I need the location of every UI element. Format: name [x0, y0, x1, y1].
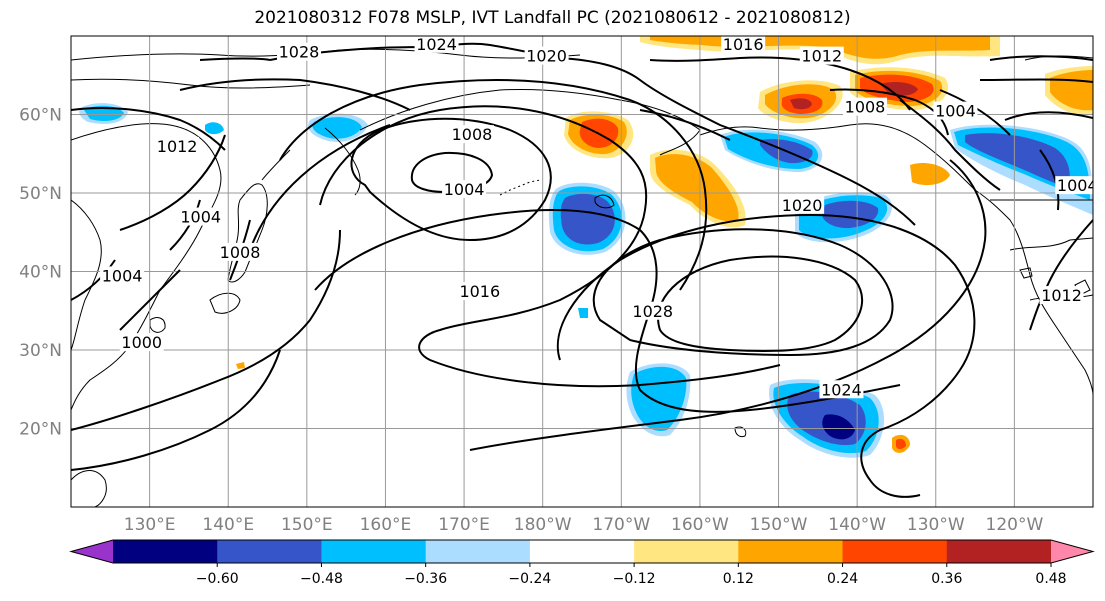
lon-label-1: 140°E [202, 515, 254, 535]
isobar-label-2: 1020 [526, 47, 567, 66]
isobar-label-bg-0 [276, 42, 321, 61]
colorbar-segment-1 [217, 540, 322, 563]
map-plot-area: 1028 1024 1020 1016 1012 1008 1004 1008 1004 1020… [71, 35, 1098, 507]
lon-label-3: 160°E [360, 515, 412, 535]
isobar-label-bg-9 [780, 195, 825, 214]
colorbar-segment-3 [425, 540, 531, 563]
colorbar-label-6: 0.24 [827, 571, 858, 587]
longitude-labels: 130°E 140°E 150°E 160°E 170°E 180°W 170°W 160°W… [124, 515, 1044, 535]
colorbar-segment-7 [842, 540, 948, 563]
isobar-label-bg-18 [1055, 176, 1093, 195]
isobar-label-0: 1028 [279, 43, 320, 62]
colorbar-label-2: −0.36 [404, 571, 447, 587]
isobar-label-9: 1020 [782, 196, 823, 215]
lon-label-2: 150°E [281, 515, 333, 535]
lon-label-11: 120°W [986, 515, 1044, 535]
isobar-label-bg-12 [819, 380, 864, 399]
colorbar-segment-5 [634, 540, 739, 563]
lat-label-0: 20°N [19, 420, 62, 440]
isobar-label-17: 1012 [157, 137, 198, 156]
colorbar-segment-0 [113, 540, 218, 563]
isobar-labels: 1028 1024 1020 1016 1012 1008 1004 1008 1004 1020… [100, 35, 1098, 399]
map-frame [70, 35, 1094, 508]
map-grid [71, 36, 1093, 507]
lat-label-2: 40°N [19, 263, 62, 283]
isobar-label-1: 1024 [416, 35, 457, 54]
isobar-label-11: 1028 [632, 302, 673, 321]
isobar-label-10: 1016 [459, 282, 500, 301]
isobar-label-bg-14 [218, 242, 263, 261]
isobar-label-16: 1000 [121, 333, 162, 352]
lon-label-6: 170°W [592, 515, 650, 535]
lon-label-7: 160°W [671, 515, 729, 535]
lon-label-4: 170°E [438, 515, 490, 535]
colorbar-segment-2 [321, 540, 427, 563]
colorbar-extend-high [1051, 540, 1093, 563]
colorbar-label-1: −0.48 [300, 571, 343, 587]
isobar-label-bg-15 [100, 266, 145, 285]
isobar-label-bg-6 [442, 180, 487, 199]
isobar-label-8: 1004 [935, 102, 976, 121]
isobar-label-19: 1012 [1041, 286, 1082, 305]
isobar-label-18: 1004 [1057, 176, 1098, 195]
lat-label-3: 50°N [19, 184, 62, 204]
isobar-label-bg-2 [524, 46, 569, 65]
colorbar-extend-low [71, 540, 113, 563]
lat-label-4: 60°N [19, 106, 62, 126]
isobar-label-5: 1008 [452, 125, 493, 144]
colorbar-segment-4 [529, 540, 635, 563]
isobar-label-bg-3 [721, 36, 766, 53]
colorbar-label-0: −0.60 [196, 571, 239, 587]
isobar-label-12: 1024 [821, 380, 862, 399]
colorbar-outline [69, 539, 1095, 564]
isobar-label-bg-1 [414, 36, 459, 53]
colorbar-label-7: 0.36 [931, 571, 962, 587]
lon-label-10: 130°W [907, 515, 965, 535]
isobar-label-bg-7 [843, 97, 888, 116]
colorbar-label-3: −0.24 [508, 571, 551, 587]
colorbar-label-8: 0.48 [1035, 571, 1066, 587]
latitude-labels: 20°N 30°N 40°N 50°N 60°N [19, 106, 62, 440]
isobar-label-bg-13 [178, 207, 223, 226]
isobar-label-bg-10 [457, 282, 502, 301]
colorbar: −0.60 −0.48 −0.36 −0.24 −0.12 0.12 0.24 0.36 0.4… [69, 539, 1095, 587]
lon-label-9: 140°W [828, 515, 886, 535]
isobar-label-6: 1004 [444, 180, 485, 199]
isobar-label-bg-11 [630, 301, 675, 320]
isobar-label-7: 1008 [845, 98, 886, 117]
colorbar-label-5: 0.12 [723, 571, 754, 587]
lat-label-1: 30°N [19, 341, 62, 361]
isobar-label-13: 1004 [180, 208, 221, 227]
isobar-label-bg-17 [155, 136, 200, 155]
map-title: 2021080312 F078 MSLP, IVT Landfall PC (2… [254, 8, 851, 28]
isobar-label-bg-5 [449, 125, 494, 144]
lon-label-0: 130°E [124, 515, 176, 535]
isobar-label-bg-4 [799, 46, 844, 65]
isobar-label-14: 1008 [220, 243, 261, 262]
mslp-isobars [71, 42, 1093, 498]
lon-label-8: 150°W [750, 515, 808, 535]
isobar-label-bg-16 [119, 333, 164, 352]
isobar-label-bg-8 [933, 101, 978, 120]
isobar-label-3: 1016 [723, 35, 764, 54]
colorbar-segment-6 [738, 540, 844, 563]
lon-label-5: 180°W [514, 515, 572, 535]
isobar-label-bg-19 [1039, 286, 1084, 305]
isobar-label-15: 1004 [102, 266, 143, 285]
isobar-label-4: 1012 [801, 47, 842, 66]
colorbar-segment-8 [946, 540, 1052, 563]
colorbar-label-4: −0.12 [613, 571, 656, 587]
